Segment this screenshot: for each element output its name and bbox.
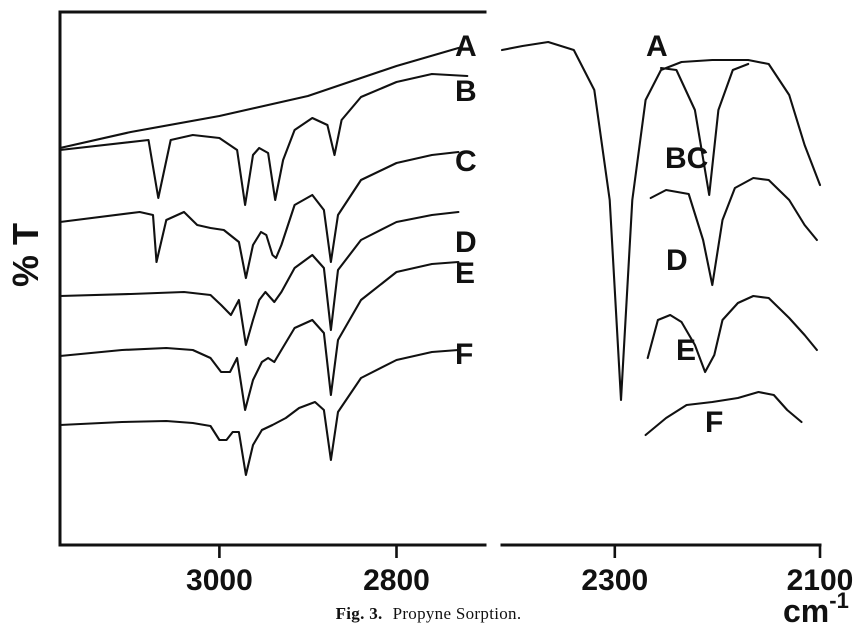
x-axis-unit-base: cm xyxy=(783,593,829,629)
tick-label-left-3000: 3000 xyxy=(186,564,253,597)
caption-prefix: Fig. 3. xyxy=(335,604,383,623)
x-axis-unit-exponent: -1 xyxy=(829,588,849,613)
trace-right-d xyxy=(649,176,818,287)
x-axis-unit: cm-1 xyxy=(783,588,849,629)
trace-left-b xyxy=(58,72,469,207)
left-panel-frame xyxy=(58,10,487,547)
trace-label-left-a: A xyxy=(455,30,477,63)
trace-right-a xyxy=(500,40,822,402)
trace-label-right-a: A xyxy=(646,30,668,63)
trace-label-left-e: E xyxy=(455,257,475,290)
spectra-traces xyxy=(58,40,822,477)
trace-label-right-bc: BC xyxy=(665,142,708,175)
trace-right-bc xyxy=(659,62,750,197)
trace-label-right-e: E xyxy=(676,334,696,367)
trace-right-f xyxy=(644,390,803,437)
figure-caption: Fig. 3. Propyne Sorption. xyxy=(0,604,857,624)
trace-left-d xyxy=(58,210,460,347)
trace-right-e xyxy=(646,294,818,374)
y-axis-label: % T xyxy=(5,223,46,287)
trace-left-c xyxy=(58,150,460,280)
trace-label-right-d: D xyxy=(666,244,688,277)
trace-label-left-f: F xyxy=(455,338,473,371)
x-axis-tick-labels: 3000 2800 2300 2100 xyxy=(186,564,853,597)
trace-left-a xyxy=(58,46,460,150)
trace-label-left-c: C xyxy=(455,145,477,178)
tick-label-right-2300: 2300 xyxy=(581,564,648,597)
trace-left-f xyxy=(58,348,460,477)
tick-label-left-2800: 2800 xyxy=(363,564,430,597)
chart-frame xyxy=(58,10,822,547)
x-axis-ticks xyxy=(218,545,822,558)
caption-text: Propyne Sorption. xyxy=(392,604,522,623)
trace-label-right-f: F xyxy=(705,406,723,439)
trace-left-e xyxy=(58,260,460,412)
trace-label-left-b: B xyxy=(455,75,477,108)
trace-label-left-d: D xyxy=(455,226,477,259)
tick-label-right-2100: 2100 xyxy=(787,564,854,597)
